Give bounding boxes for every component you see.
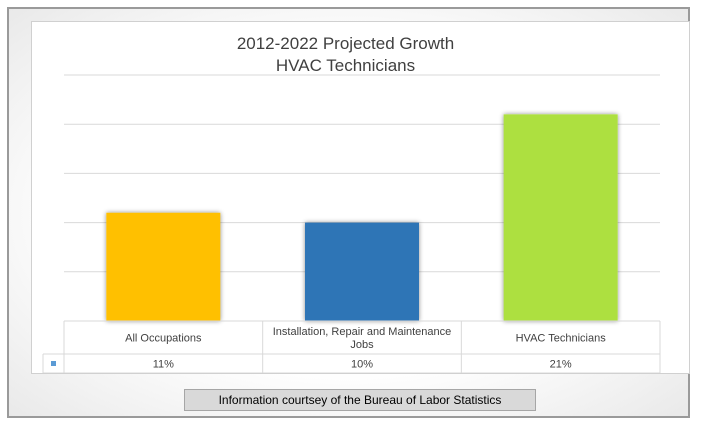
chart-subtitle: HVAC Technicians <box>275 56 416 75</box>
bar-1 <box>106 212 221 321</box>
bar-3 <box>503 114 618 321</box>
category-label: All Occupations <box>125 333 202 345</box>
bar-chart: All Occupations 11% Installation, Repair a… <box>42 74 661 373</box>
chart-title: 2012-2022 Projected Growth <box>236 34 455 53</box>
legend-key-icon <box>51 361 56 366</box>
category-label: Installation, Repair and Maintenance <box>273 326 452 338</box>
category-label: Jobs <box>350 339 374 351</box>
data-label: 11% <box>153 359 174 371</box>
bar-2 <box>305 222 419 321</box>
data-label: 10% <box>351 359 373 371</box>
source-caption: Information courtsey of the Bureau of La… <box>184 389 536 411</box>
chart-title-block: 2012-2022 Projected Growth HVAC Technici… <box>31 33 660 77</box>
category-label: HVAC Technicians <box>516 333 607 345</box>
data-label: 21% <box>550 359 572 371</box>
